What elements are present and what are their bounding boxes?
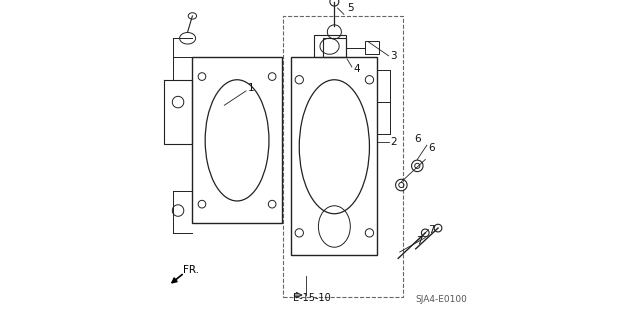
Bar (323, 38, 346, 57)
Text: SJA4-E0100: SJA4-E0100 (416, 295, 468, 304)
Text: 3: 3 (390, 51, 397, 61)
Text: 7: 7 (416, 236, 422, 246)
Text: 1: 1 (248, 83, 255, 93)
Bar (365, 41, 379, 54)
Bar (291, 57, 378, 255)
Text: 7: 7 (428, 225, 435, 235)
Text: E-15-10: E-15-10 (293, 293, 331, 303)
Text: 6: 6 (428, 143, 435, 153)
Text: FR.: FR. (183, 264, 199, 275)
Bar (284, 16, 403, 297)
Text: 6: 6 (414, 134, 420, 144)
Text: 2: 2 (390, 137, 397, 147)
Text: 4: 4 (353, 63, 360, 74)
Bar (314, 35, 346, 57)
Bar (193, 57, 282, 223)
Text: 5: 5 (347, 3, 354, 13)
